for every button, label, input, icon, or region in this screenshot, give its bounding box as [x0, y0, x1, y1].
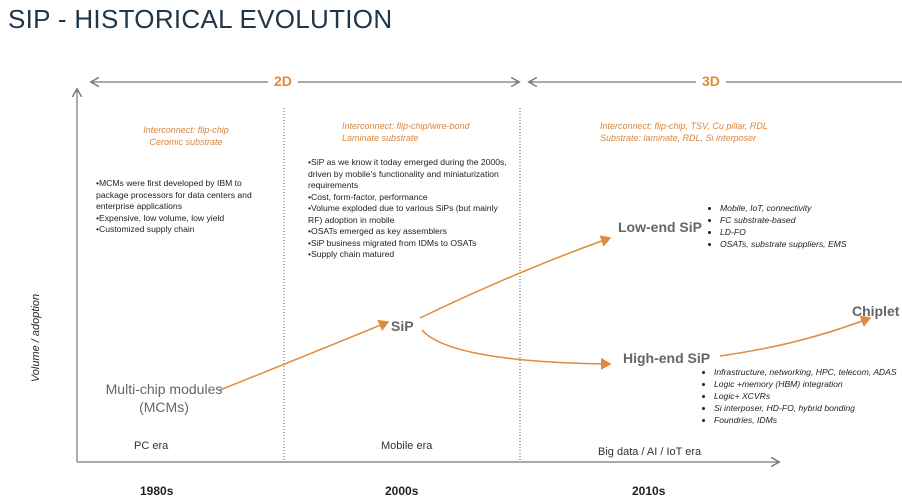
- text: Ceromic substrate: [149, 137, 223, 147]
- decade: 2010s: [632, 484, 666, 498]
- note: SiP business migrated from IDMs to OSATs: [308, 238, 508, 250]
- bullets: Infrastructure, networking, HPC, telecom…: [700, 366, 897, 426]
- notes: SiP as we know it today emerged during t…: [308, 157, 508, 261]
- era: PC era: [134, 440, 169, 452]
- note: Customized supply chain: [96, 224, 271, 236]
- bullet: Si interposer, HD-FO, hybrid bonding: [714, 402, 897, 414]
- phase-label: 3D: [696, 73, 726, 89]
- text: Laminate substrate: [342, 133, 419, 143]
- bullet: FC substrate-based: [720, 214, 847, 226]
- note: Expensive, low volume, low yield: [96, 213, 271, 225]
- note: Supply chain matured: [308, 249, 508, 261]
- growth-arrow: [719, 315, 872, 357]
- node: Multi-chip modules (MCMs): [105, 381, 223, 415]
- text: Interconnect: flip-chip, TSV, Cu pillar,…: [600, 121, 768, 131]
- node: High-end SiP: [623, 350, 711, 366]
- growth-arrow: [421, 329, 612, 370]
- bullets: Mobile, IoT, connectivity FC substrate-b…: [706, 202, 847, 250]
- bullet: Mobile, IoT, connectivity: [720, 202, 847, 214]
- text: Interconnect: flip-chip/wire-bond: [342, 121, 470, 131]
- bullet: OSATs, substrate suppliers, EMS: [720, 238, 847, 250]
- text: Substrate: laminate, RDL, Si interposer: [600, 133, 757, 143]
- growth-arrow: [419, 235, 612, 319]
- note: Cost, form-factor, performance: [308, 192, 508, 204]
- bullet: Infrastructure, networking, HPC, telecom…: [714, 366, 897, 378]
- note: MCMs were first developed by IBM to pack…: [96, 178, 271, 213]
- bullet: LD-FO: [720, 226, 847, 238]
- decade: 1980s: [140, 484, 174, 498]
- title: SIP - HISTORICAL EVOLUTION: [8, 4, 393, 34]
- node: Low-end SiP: [618, 219, 702, 235]
- phase-label: 2D: [268, 73, 298, 89]
- era: Big data / AI / IoT era: [598, 446, 702, 458]
- bullet: Logic +memory (HBM) integration: [714, 378, 897, 390]
- bullet: Foundries, IDMs: [714, 414, 897, 426]
- era: Mobile era: [381, 440, 433, 452]
- interconnect: Interconnect: flip-chip, TSV, Cu pillar,…: [600, 120, 768, 144]
- interconnect: Interconnect: flip-chip Ceromic substrate: [143, 124, 229, 148]
- node: Chiplet: [852, 303, 900, 319]
- note: SiP as we know it today emerged during t…: [308, 157, 508, 192]
- note: OSATs emerged as key assemblers: [308, 226, 508, 238]
- text: Interconnect: flip-chip: [143, 125, 229, 135]
- node: SiP: [391, 318, 414, 334]
- y-axis-label: Volume / adoption: [30, 293, 43, 383]
- growth-arrow: [219, 319, 390, 391]
- notes: MCMs were first developed by IBM to pack…: [96, 178, 271, 236]
- decade: 2000s: [385, 484, 419, 498]
- bullet: Logic+ XCVRs: [714, 390, 897, 402]
- note: Volume exploded due to various SiPs (but…: [308, 203, 508, 226]
- interconnect: Interconnect: flip-chip/wire-bond Laminat…: [342, 120, 470, 144]
